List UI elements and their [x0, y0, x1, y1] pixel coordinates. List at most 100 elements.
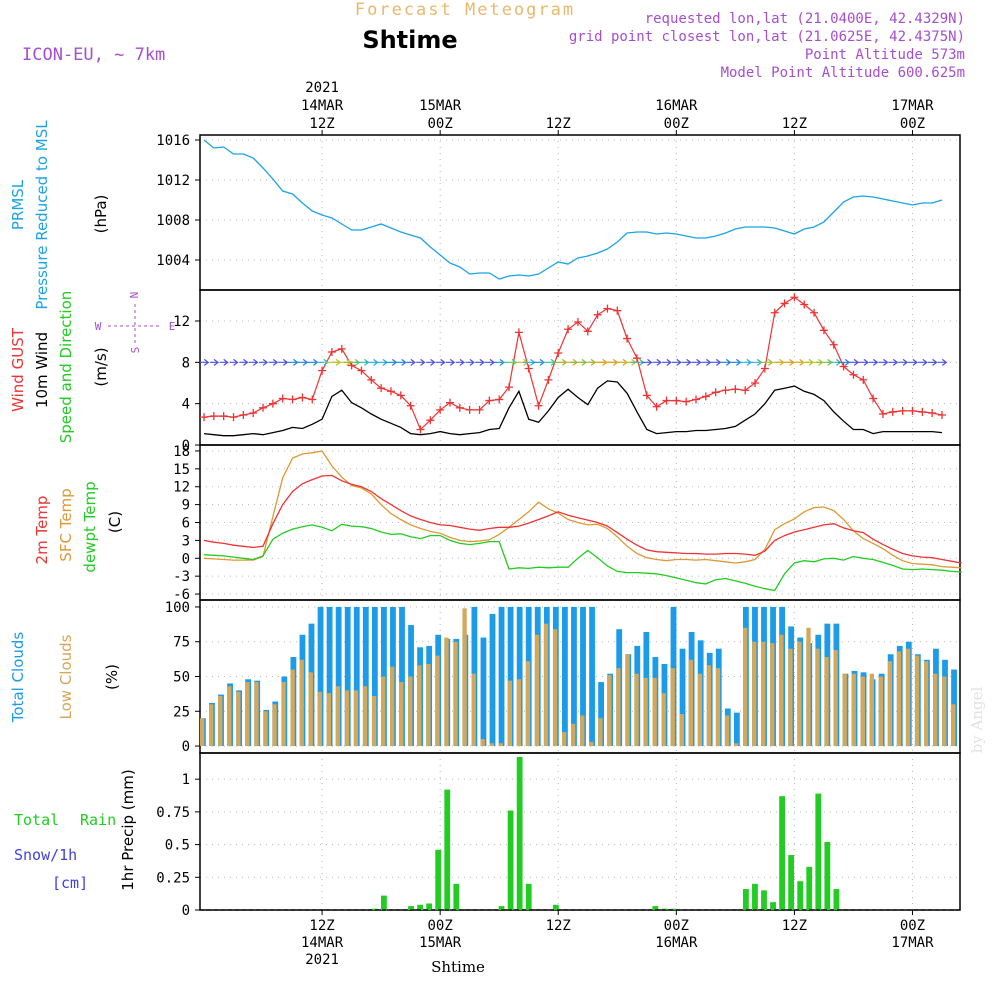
- low-cloud-bar: [616, 668, 621, 747]
- wind-arrow: [416, 358, 426, 366]
- gust-point: [928, 408, 937, 417]
- gust-point: [849, 370, 858, 379]
- wind-arrow: [662, 358, 672, 366]
- requested-coords: requested lon,lat (21.0400E, 42.4329N): [645, 11, 965, 27]
- wind-arrow: [406, 358, 416, 366]
- ms-unit-label: (m/s): [92, 347, 110, 386]
- wind-arrow: [484, 358, 496, 366]
- gust-point: [721, 386, 730, 395]
- low-cloud-bar: [715, 668, 721, 747]
- low-cloud-bar: [381, 676, 386, 747]
- gust-point: [751, 379, 760, 387]
- precip-bar: [417, 904, 423, 910]
- low-cloud-bar: [344, 690, 350, 747]
- low-cloud-bar: [851, 673, 856, 747]
- panel-4: 0 25 50 75 100: [165, 599, 961, 755]
- wind-arrow: [268, 358, 279, 366]
- low-cloud-bar: [371, 695, 377, 747]
- gust-point: [495, 395, 504, 404]
- low-cloud-bar: [942, 676, 947, 747]
- low-cloud-bar: [571, 723, 576, 747]
- low-cloud-bar: [236, 691, 241, 747]
- low-cloud-bar: [507, 680, 512, 747]
- wind-arrow: [475, 358, 485, 366]
- dewpt-line: [203, 523, 962, 592]
- precip-bar: [371, 908, 378, 910]
- y-tick-label: 1016: [156, 133, 190, 149]
- wind-arrow: [937, 358, 948, 366]
- gust-point: [396, 391, 405, 400]
- low-cloud-bar: [860, 676, 865, 747]
- gust-point: [760, 364, 769, 373]
- low-cloud-bar: [625, 654, 630, 747]
- time-label-bottom: 12Z: [782, 918, 807, 934]
- compass-s: S: [129, 347, 142, 354]
- wind-arrow: [681, 358, 692, 366]
- gust-point: [200, 413, 208, 422]
- gust-point: [613, 306, 622, 315]
- gust-point: [711, 388, 720, 397]
- gust-point: [249, 408, 258, 417]
- y-tick-label: 18: [173, 444, 190, 460]
- gust-point: [878, 410, 887, 418]
- wind-arrow: [307, 358, 319, 366]
- low-cloud-bar: [905, 648, 911, 747]
- low-cloud-bar: [200, 718, 205, 747]
- wind-arrow: [691, 358, 702, 366]
- low-cloud-bar: [435, 655, 440, 747]
- low-cloud-bar: [815, 648, 820, 747]
- time-label-bottom: 00Z: [900, 918, 925, 934]
- compass-e: E: [169, 320, 176, 333]
- watermark-text: by Angel: [968, 686, 986, 753]
- time-label-top: 12Z: [782, 116, 807, 132]
- low-cloud-bar: [607, 675, 612, 747]
- wind-arrow: [297, 358, 309, 366]
- footer-location: Shtime: [431, 958, 485, 976]
- low-cloud-bar: [480, 739, 485, 747]
- wind-arrow: [642, 358, 653, 366]
- low-cloud-bar: [471, 673, 476, 747]
- y-tick-label: 1004: [156, 253, 190, 269]
- low-cloud-bar: [209, 704, 214, 747]
- low-cloud-bar: [779, 634, 784, 747]
- wind-arrow: [258, 358, 269, 366]
- total-clouds-label: Total Clouds: [9, 632, 27, 724]
- time-label-bottom: 17MAR: [891, 935, 934, 951]
- wind-arrow: [730, 358, 742, 366]
- low-cloud-bar: [670, 668, 675, 747]
- wind-10m-line: [203, 380, 943, 437]
- wind-arrow: [711, 358, 722, 366]
- time-label-bottom: 00Z: [428, 918, 453, 934]
- low-cloud-bar: [833, 650, 838, 747]
- total-cloud-bar: [589, 606, 595, 747]
- gust-point: [908, 406, 917, 415]
- model-label: ICON-EU, ~ 7km: [22, 45, 165, 65]
- precip-bar: [770, 902, 776, 910]
- gust-point: [268, 399, 277, 408]
- sfc-temp-line: [203, 450, 962, 569]
- low-cloud-bar: [417, 665, 422, 747]
- gust-point: [357, 366, 366, 375]
- time-label-top: 00Z: [428, 116, 453, 132]
- wind-arrow: [848, 358, 860, 366]
- low-cloud-bar: [272, 704, 277, 747]
- total-cloud-bar: [317, 606, 324, 747]
- time-label-bottom: 15MAR: [419, 935, 462, 951]
- gust-point: [318, 366, 327, 375]
- low-cloud-bar: [806, 627, 811, 747]
- total-cloud-bar: [733, 712, 740, 747]
- precip-bar: [761, 890, 767, 910]
- low-cloud-bar: [308, 672, 313, 747]
- low-cloud-bar: [534, 634, 540, 747]
- low-cloud-bar: [869, 673, 874, 747]
- precip-bar: [516, 756, 523, 910]
- temp-dewpt-label: dewpt Temp: [81, 481, 99, 572]
- gust-point: [603, 304, 612, 313]
- gust-point: [573, 318, 582, 327]
- time-label-top: 00Z: [664, 116, 689, 132]
- gust-point: [465, 405, 474, 414]
- gust-point: [367, 375, 376, 384]
- gust-point: [780, 299, 789, 308]
